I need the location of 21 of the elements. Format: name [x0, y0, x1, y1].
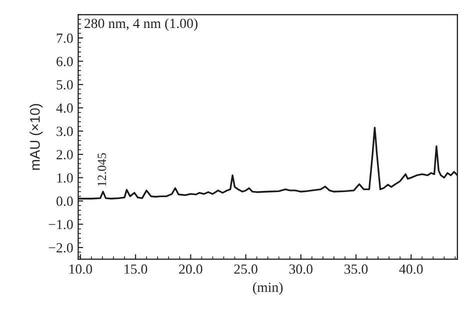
x-tick-label: 20.0	[179, 264, 202, 274]
y-tick-label: 1.0	[57, 173, 73, 183]
y-tick-label: 2.0	[56, 150, 73, 160]
annotation: 12.045	[98, 153, 106, 186]
y-tick-label: 4.0	[56, 103, 73, 113]
y-tick-label: −2.0	[48, 243, 73, 253]
y-tick-label: 0.0	[56, 196, 73, 206]
x-tick-label: 35.0	[344, 264, 368, 274]
x-axis-title: (min)	[252, 282, 283, 295]
x-tick-label: 40.0	[399, 264, 423, 274]
annotation: 280 nm, 4 nm (1.00)	[84, 18, 198, 31]
x-tick-label: 25.0	[234, 264, 258, 274]
y-tick-label: 7.0	[56, 34, 73, 43]
x-tick-label: 30.0	[289, 264, 313, 274]
y-axis-title: mAU (×10)	[30, 104, 43, 170]
x-tick-label: 10.0	[69, 264, 92, 274]
y-tick-label: 6.0	[56, 56, 73, 66]
x-tick-label: 15.0	[124, 264, 148, 274]
y-tick-label: 3.0	[56, 126, 73, 136]
y-tick-label: −1.0	[48, 220, 73, 230]
y-tick-label: 5.0	[56, 80, 73, 90]
